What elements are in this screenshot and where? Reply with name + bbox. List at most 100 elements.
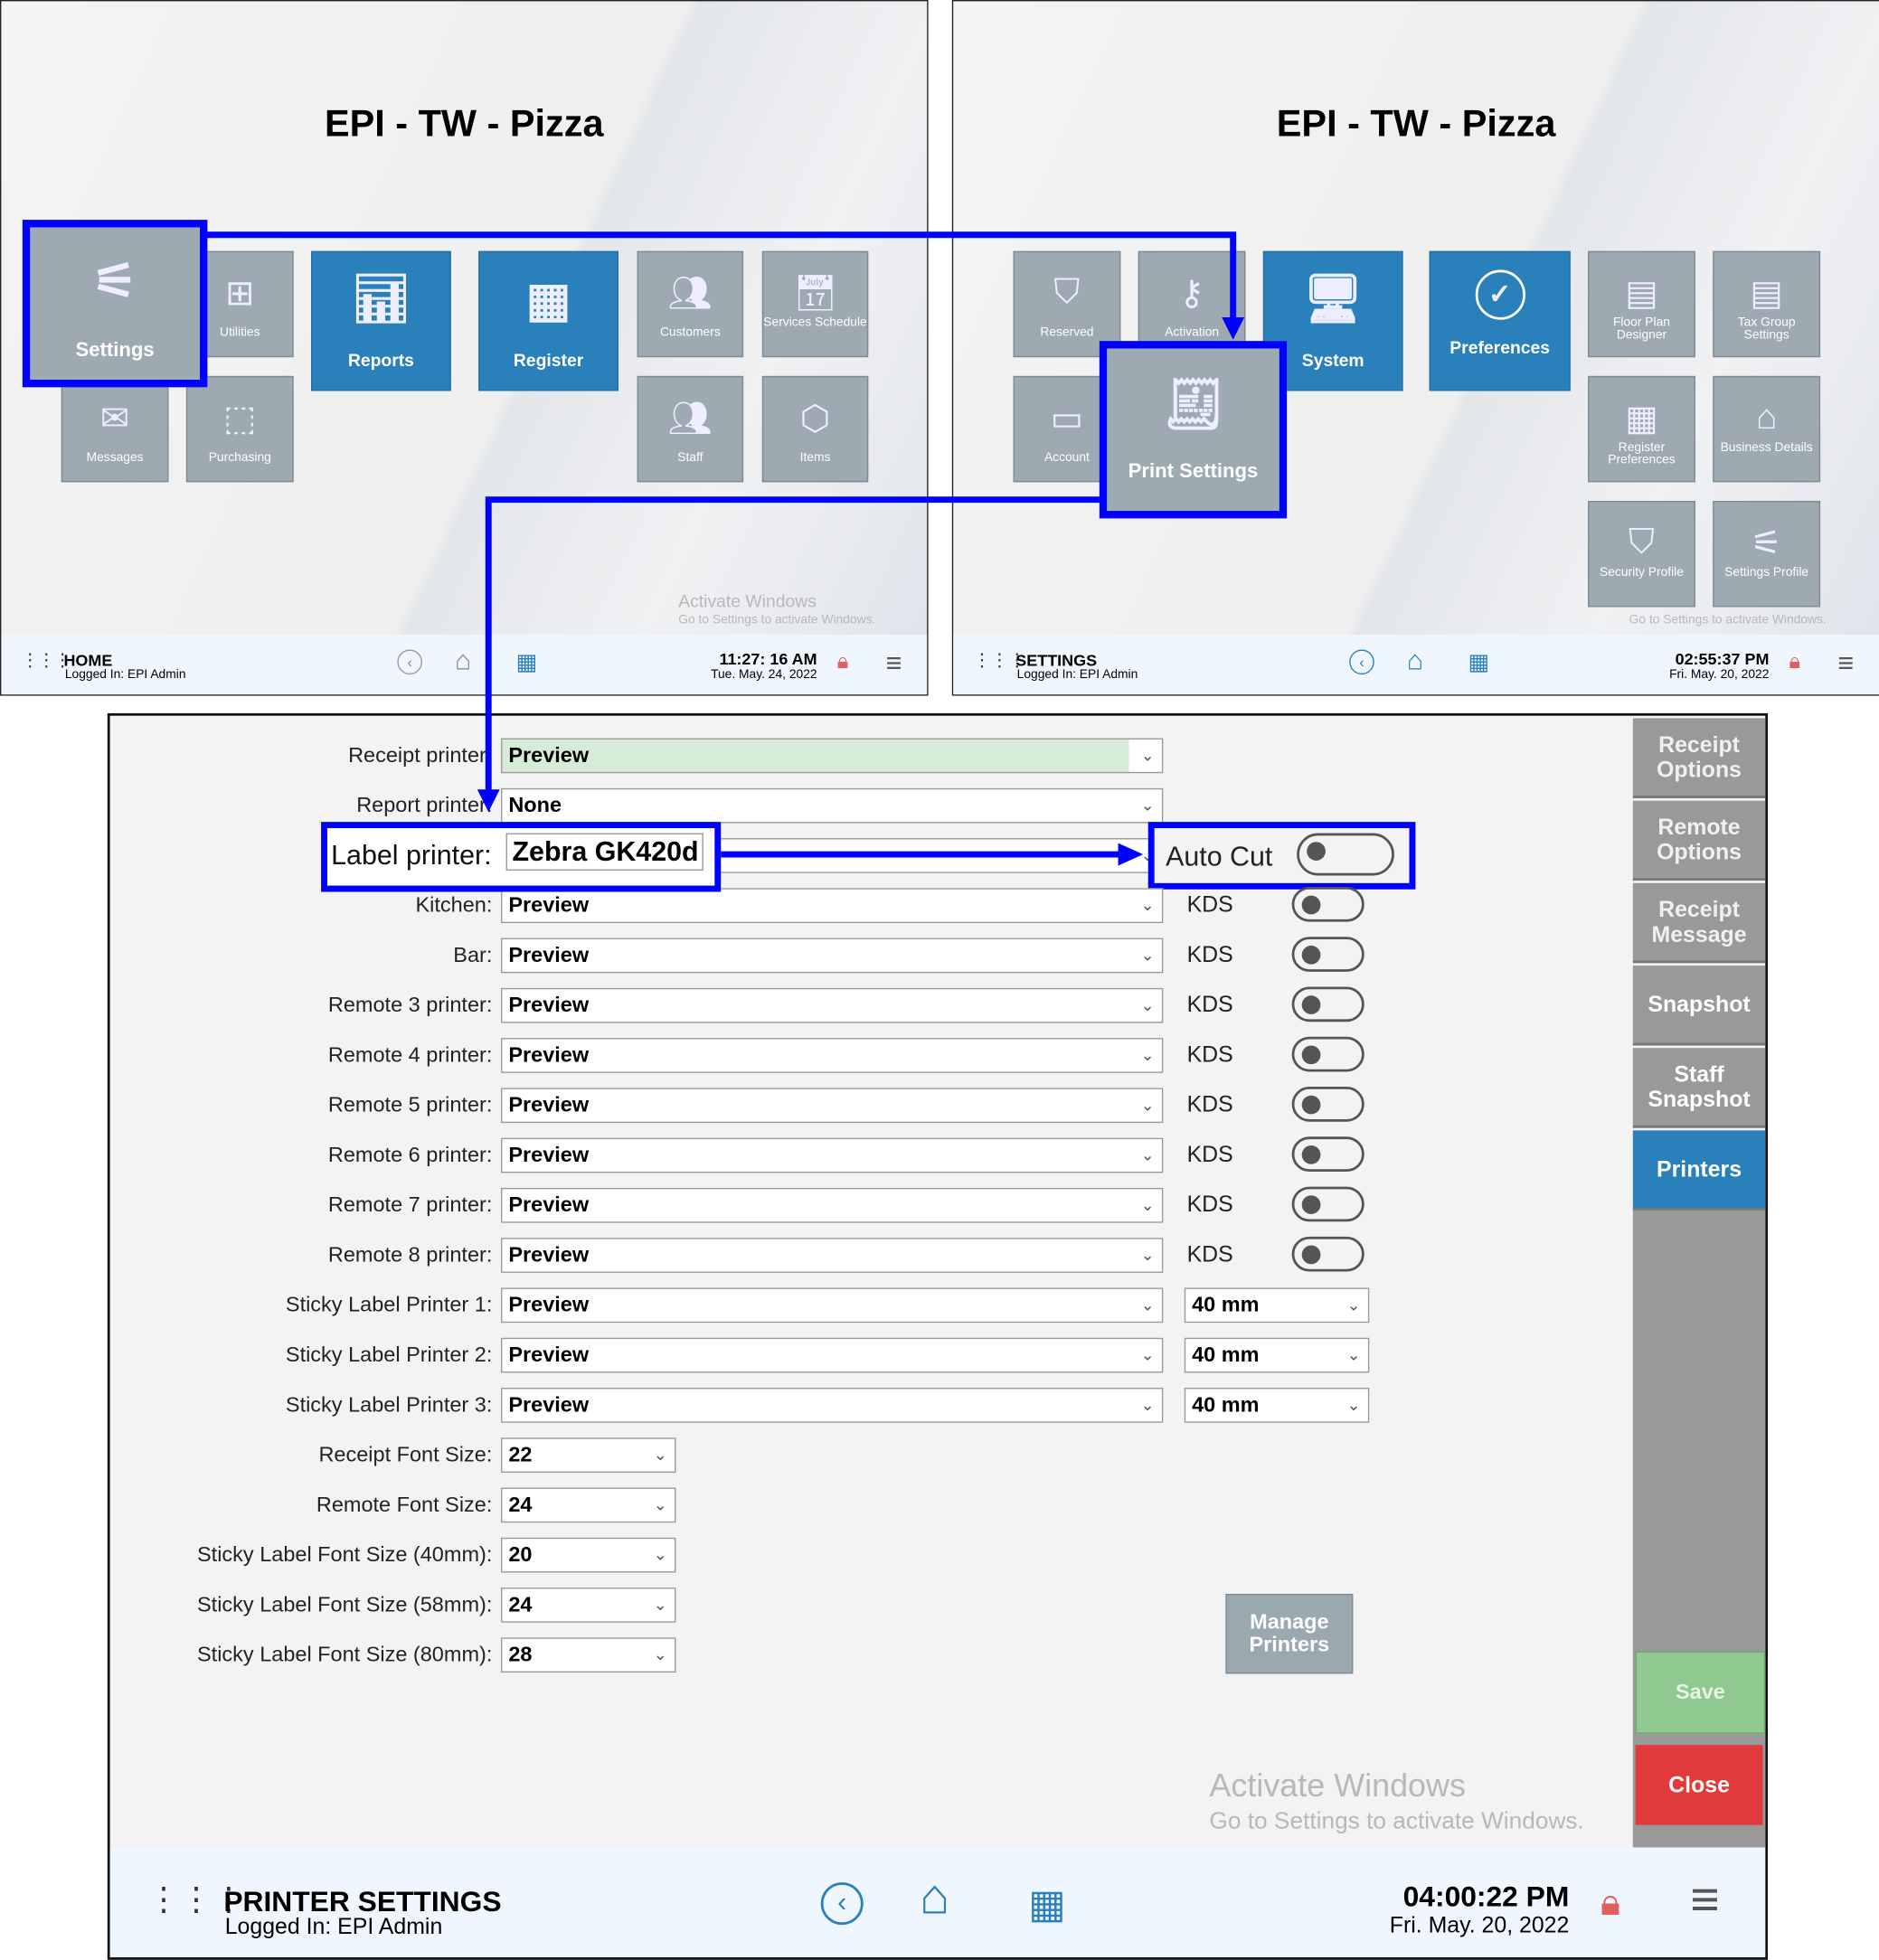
register-icon[interactable]: ▦ <box>1028 1880 1066 1927</box>
printer-select[interactable]: Preview ⌄ <box>501 1088 1164 1124</box>
printer-select[interactable]: Preview ⌄ <box>501 1337 1164 1373</box>
select-value: Preview <box>508 1343 590 1367</box>
tab-snapshot[interactable]: Snapshot <box>1632 966 1766 1046</box>
sliders-user-icon: ⚟ <box>1751 523 1782 562</box>
menu-icon[interactable]: ≡ <box>1837 646 1855 679</box>
cash-register-icon: ▦ <box>525 274 571 327</box>
tile-register-preferences[interactable]: ▦ Register Preferences <box>1588 375 1695 483</box>
tile-settings[interactable]: ⚟ Settings <box>22 220 208 388</box>
printer-select[interactable]: Preview ⌄ <box>501 1238 1164 1273</box>
chevron-down-icon: ⌄ <box>1346 1345 1361 1364</box>
manage-printers-button[interactable]: Manage Printers <box>1225 1593 1354 1674</box>
tile-business-details[interactable]: ⌂ Business Details <box>1713 375 1821 483</box>
kds-toggle[interactable] <box>1291 1236 1364 1272</box>
lock-icon[interactable]: 🔒︎ <box>836 649 849 674</box>
home-icon[interactable]: ⌂ <box>1406 644 1424 676</box>
printer-select[interactable]: Preview ⌄ <box>501 738 1164 774</box>
register-icon[interactable]: ▦ <box>515 649 538 675</box>
tile-floor-plan-designer[interactable]: ▤ Floor Plan Designer <box>1588 250 1695 358</box>
tile-security-profile[interactable]: ⛉ Security Profile <box>1588 501 1695 608</box>
tab-printers[interactable]: Printers <box>1632 1130 1766 1211</box>
tile-items[interactable]: ⬡ Items <box>761 375 869 483</box>
tab-receipt-message[interactable]: Receipt Message <box>1632 882 1766 964</box>
kds-toggle[interactable] <box>1291 986 1364 1022</box>
apps-grid-icon[interactable]: ⋮⋮⋮ <box>21 649 71 670</box>
printer-select[interactable]: 28 ⌄ <box>501 1637 676 1673</box>
tile-tax-group-settings[interactable]: ▤ Tax Group Settings <box>1713 250 1821 358</box>
tile-label: Purchasing <box>208 450 271 465</box>
printer-select[interactable]: 24 ⌄ <box>501 1487 676 1523</box>
chevron-down-icon: ⌄ <box>1140 745 1155 765</box>
printer-select[interactable]: None ⌄ <box>501 787 1164 824</box>
printer-select[interactable]: Preview ⌄ <box>501 1137 1164 1173</box>
tile-customers[interactable]: 👥︎ Customers <box>637 250 744 358</box>
menu-icon[interactable]: ≡ <box>1690 1872 1720 1927</box>
kds-toggle[interactable] <box>1291 1186 1364 1222</box>
printer-select[interactable]: ⌄ <box>702 838 1164 873</box>
label-size-select[interactable]: 40 mm ⌄ <box>1184 1287 1370 1324</box>
printer-select[interactable]: Preview ⌄ <box>501 1038 1164 1073</box>
printer-settings-screen: Preview ⌄ Receipt printer: None ⌄ Report prin… <box>107 712 1769 1960</box>
printer-select[interactable]: Preview ⌄ <box>501 1388 1164 1423</box>
select-value: 20 <box>508 1542 533 1567</box>
kds-toggle[interactable] <box>1291 1036 1364 1072</box>
tile-register[interactable]: ▦ Register <box>478 250 618 391</box>
tile-staff[interactable]: 👥︎ Staff <box>637 375 744 483</box>
receipt-icon: 🧾︎ <box>1161 376 1225 432</box>
menu-icon[interactable]: ≡ <box>885 646 902 679</box>
printer-select[interactable]: Preview ⌄ <box>501 888 1164 924</box>
tile-system[interactable]: 🖥︎ System <box>1262 250 1403 391</box>
row-label: Sticky Label Printer 3: <box>285 1392 493 1417</box>
save-button[interactable]: Save <box>1635 1651 1766 1734</box>
chevron-down-icon: ⌄ <box>653 1545 667 1564</box>
auto-cut-highlight: Auto Cut <box>1147 822 1416 890</box>
select-value: Preview <box>508 1092 590 1117</box>
select-value[interactable]: Zebra GK420d <box>505 833 703 872</box>
tile-label: Settings <box>75 339 155 362</box>
kds-toggle[interactable] <box>1291 937 1364 972</box>
home-icon[interactable]: ⌂ <box>454 644 472 676</box>
tab-remote-options[interactable]: Remote Options <box>1632 800 1766 881</box>
auto-cut-toggle[interactable] <box>1297 833 1394 876</box>
printer-select[interactable]: Preview ⌄ <box>501 1187 1164 1223</box>
back-icon[interactable]: ‹ <box>1349 649 1374 675</box>
back-icon[interactable]: ‹ <box>820 1882 864 1926</box>
lock-icon[interactable]: 🔒︎ <box>1600 1882 1620 1924</box>
printer-select[interactable]: Preview ⌄ <box>501 938 1164 974</box>
kds-toggle[interactable] <box>1291 886 1364 922</box>
tile-messages[interactable]: ✉ Messages <box>61 375 169 483</box>
apps-grid-icon[interactable]: ⋮⋮⋮ <box>147 1880 245 1918</box>
tile-purchasing[interactable]: ⬚ Purchasing <box>185 375 294 483</box>
printer-select[interactable]: Preview ⌄ <box>501 987 1164 1023</box>
footer-bar: ⋮⋮⋮ HOME Logged In: EPI Admin ‹ ⌂ ▦ 11:2… <box>1 634 928 695</box>
close-button[interactable]: Close <box>1635 1745 1763 1825</box>
register-check-icon: ▦ <box>1625 398 1658 437</box>
tile-print-settings[interactable]: 🧾︎ Print Settings <box>1099 341 1288 519</box>
kds-toggle[interactable] <box>1291 1136 1364 1172</box>
printer-select[interactable]: 22 ⌄ <box>501 1437 676 1473</box>
lock-icon[interactable]: 🔒︎ <box>1789 649 1801 674</box>
tile-settings-profile[interactable]: ⚟ Settings Profile <box>1713 501 1821 608</box>
tile-reports[interactable]: 📊︎ Reports <box>311 250 451 391</box>
printer-select[interactable]: 24 ⌄ <box>501 1588 676 1623</box>
row-label: Sticky Label Printer 2: <box>285 1343 493 1367</box>
chevron-down-icon: ⌄ <box>653 1595 667 1615</box>
printer-select[interactable]: 20 ⌄ <box>501 1537 676 1573</box>
register-icon[interactable]: ▦ <box>1468 649 1489 675</box>
logged-in-label: Logged In: EPI Admin <box>64 668 186 683</box>
tile-label: Reserved <box>1040 325 1094 340</box>
tile-label: Business Details <box>1720 440 1813 455</box>
kds-toggle[interactable] <box>1291 1087 1364 1122</box>
printer-select[interactable]: Preview ⌄ <box>501 1287 1164 1324</box>
tile-preferences[interactable]: ✓ Preferences <box>1429 250 1571 391</box>
kds-label: KDS <box>1186 1091 1233 1117</box>
storefront-icon: ⌂ <box>1755 397 1778 437</box>
label-size-select[interactable]: 40 mm ⌄ <box>1184 1388 1370 1423</box>
tab-staff-snapshot[interactable]: Staff Snapshot <box>1632 1048 1766 1128</box>
home-icon[interactable]: ⌂ <box>919 1870 950 1926</box>
label-size-select[interactable]: 40 mm ⌄ <box>1184 1337 1370 1373</box>
tile-services-schedule[interactable]: 📅︎ Services Schedule <box>761 250 869 358</box>
back-icon[interactable]: ‹ <box>397 649 422 675</box>
row-label: Remote 8 printer: <box>327 1242 493 1267</box>
tab-receipt-options[interactable]: Receipt Options <box>1632 718 1766 798</box>
